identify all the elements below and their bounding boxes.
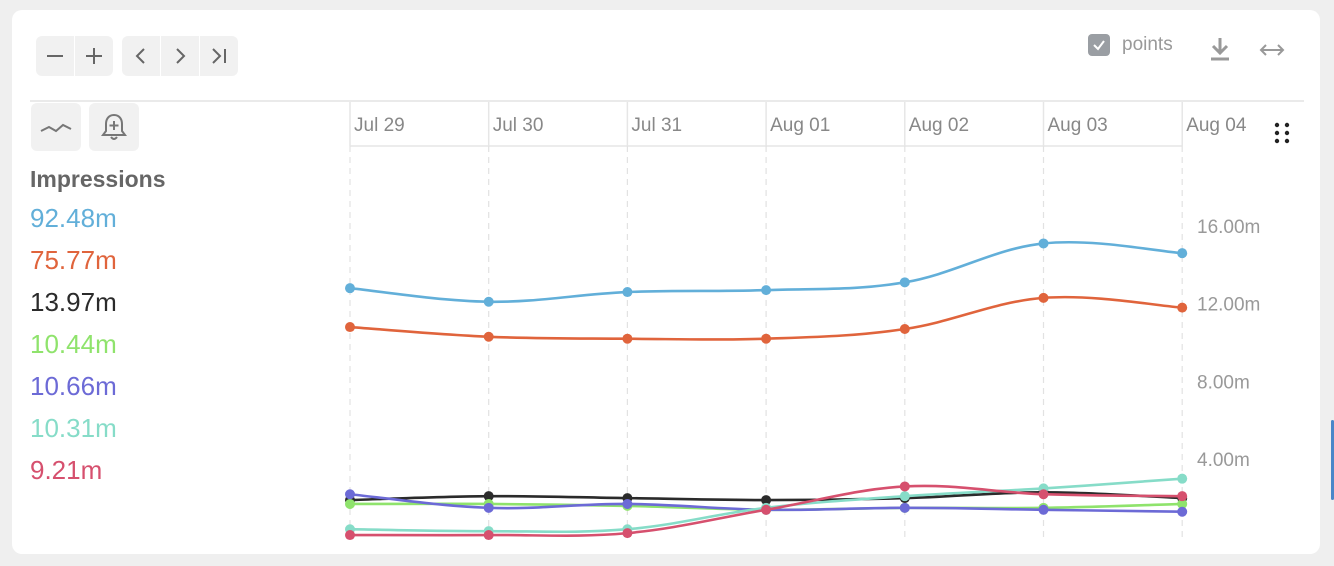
data-point: [899, 481, 910, 492]
divider: [199, 36, 200, 76]
x-tick-label: Aug 04: [1186, 115, 1247, 136]
checkmark-icon: [1093, 40, 1105, 51]
line-chart-icon: [40, 123, 72, 133]
minus-icon: [47, 55, 63, 57]
data-point: [622, 287, 633, 298]
bell-plus-icon: [101, 113, 127, 140]
drag-handle-icon: [1274, 122, 1290, 144]
data-point: [1038, 238, 1049, 249]
chart-options: points: [1088, 34, 1173, 56]
chart-style-button[interactable]: [31, 103, 81, 151]
resize-handle[interactable]: [1331, 420, 1334, 500]
divider: [160, 36, 161, 76]
y-tick-label: 16.00m: [1197, 217, 1260, 238]
skip-to-end-button[interactable]: [200, 36, 238, 76]
zoom-controls: [36, 36, 113, 76]
data-point: [899, 323, 910, 334]
download-icon: [1211, 38, 1229, 61]
data-point: [1177, 248, 1188, 259]
data-point: [899, 277, 910, 288]
divider: [74, 36, 75, 76]
data-point: [622, 498, 633, 509]
more-options-button[interactable]: [1272, 120, 1292, 146]
y-tick-label: 8.00m: [1197, 372, 1250, 393]
x-tick-label: Jul 30: [493, 115, 544, 136]
data-point: [622, 333, 633, 344]
data-point: [1177, 473, 1188, 484]
data-point: [345, 489, 355, 500]
previous-button[interactable]: [122, 36, 160, 76]
zoom-in-button[interactable]: [75, 36, 113, 76]
data-point: [345, 322, 355, 333]
data-point: [899, 491, 910, 502]
x-tick-label: Aug 01: [770, 115, 830, 136]
data-point: [483, 331, 494, 342]
legend-value-5: 10.66m: [30, 371, 117, 401]
data-point: [483, 502, 494, 513]
data-point: [1177, 506, 1188, 517]
chevron-right-icon: [176, 48, 186, 64]
data-point: [345, 530, 355, 541]
data-point: [1177, 491, 1188, 502]
data-point: [1038, 292, 1049, 303]
data-point: [761, 333, 772, 344]
y-tick-label: 4.00m: [1197, 450, 1250, 471]
data-point: [483, 296, 494, 307]
x-tick-label: Aug 03: [1048, 115, 1108, 136]
header-divider: [30, 100, 1304, 102]
legend-value-6: 10.31m: [30, 413, 117, 443]
data-point: [761, 504, 772, 515]
metric-title: Impressions: [30, 166, 166, 192]
data-point: [483, 530, 494, 541]
data-point: [1038, 489, 1049, 500]
data-point: [1177, 498, 1188, 509]
next-button[interactable]: [161, 36, 199, 76]
data-point: [345, 498, 355, 509]
points-label: points: [1122, 34, 1173, 55]
horizontal-arrows-icon: [1259, 44, 1285, 56]
data-point: [761, 285, 772, 296]
legend-value-3: 13.97m: [30, 287, 117, 317]
data-point: [622, 528, 633, 539]
legend-value-1: 92.48m: [30, 203, 117, 233]
data-point: [1177, 302, 1188, 313]
expand-width-button[interactable]: [1258, 40, 1286, 65]
x-tick-label: Aug 02: [909, 115, 969, 136]
data-point: [345, 283, 355, 294]
points-checkbox[interactable]: [1088, 34, 1110, 56]
zoom-out-button[interactable]: [36, 36, 74, 76]
data-point: [761, 495, 772, 506]
data-point: [1038, 504, 1049, 515]
legend-value-4: 10.44m: [30, 329, 117, 359]
x-tick-label: Jul 29: [354, 115, 405, 136]
y-tick-label: 12.00m: [1197, 295, 1260, 316]
navigation-controls: [122, 36, 238, 76]
legend-value-7: 9.21m: [30, 455, 103, 485]
data-point: [483, 491, 494, 502]
download-button[interactable]: [1208, 36, 1232, 67]
plus-icon: [86, 48, 102, 64]
data-point: [899, 502, 910, 513]
chevron-left-icon: [135, 48, 145, 64]
add-alert-button[interactable]: [89, 103, 139, 151]
x-tick-label: Jul 31: [631, 115, 682, 136]
legend-value-2: 75.77m: [30, 245, 117, 275]
skip-to-end-icon: [212, 48, 226, 64]
